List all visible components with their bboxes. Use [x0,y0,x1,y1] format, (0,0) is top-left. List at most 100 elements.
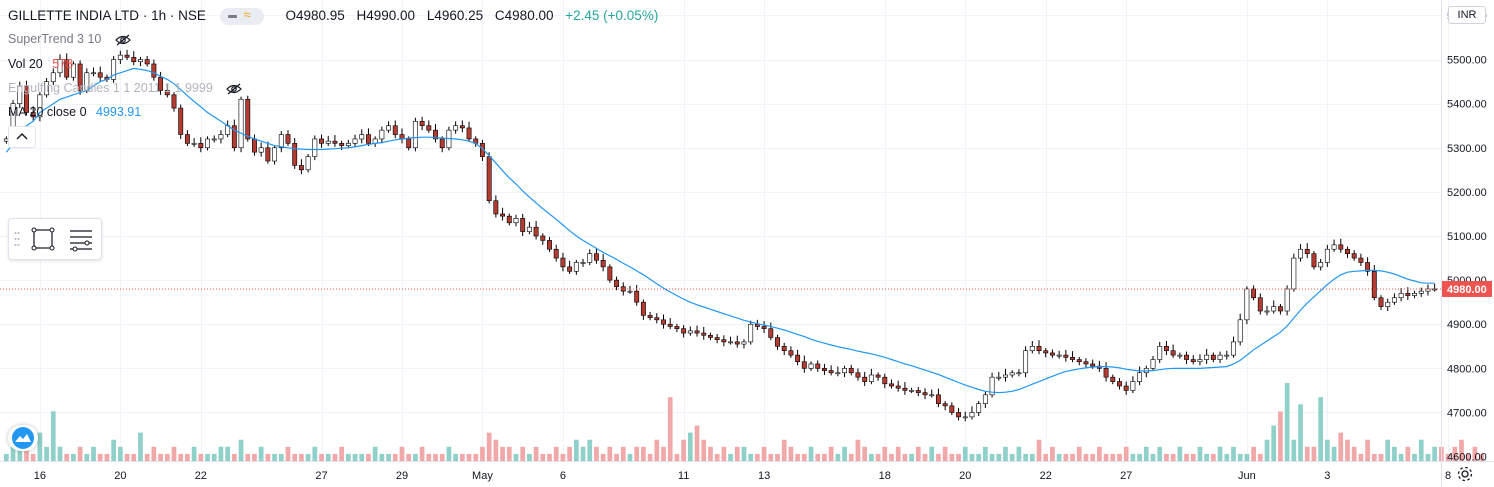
candle-body [533,226,539,237]
settings-gear-icon[interactable] [1456,465,1474,483]
candle-body [486,156,492,202]
tradingview-logo-icon[interactable] [8,425,38,451]
volume-bar [915,446,921,461]
chevron-up-icon [16,133,28,140]
eye-off-icon[interactable] [226,83,243,95]
candle-body [433,129,438,140]
candle-body [1257,297,1263,312]
candle-body [1418,290,1424,294]
candle-body [1224,354,1230,357]
candle-body [902,387,908,391]
status-pill[interactable]: ≈ [219,7,264,25]
candle-body [513,218,519,224]
candle-body [728,341,734,344]
volume-bar [627,453,633,461]
candle-body [1016,372,1022,375]
volume-bar [701,439,707,461]
candle-body [788,350,794,356]
candle-body [567,266,573,272]
candle-body [57,59,63,74]
volume-bar [1371,453,1377,461]
candle-body [392,125,398,135]
candle-body [278,134,284,149]
rectangle-tool-icon[interactable] [29,225,57,253]
time-tick-label: 11 [678,470,689,482]
volume-bar [258,446,264,461]
candle-body [151,63,157,78]
volume-bar [191,446,197,461]
price-tick-label: 4900.00 [1447,319,1487,331]
candle-body [775,337,780,347]
volume-bar [104,453,110,461]
indicator-engulfing[interactable]: Engulfing Candles 1 1 2011 1 1 9999 [8,81,243,95]
drag-handle-icon[interactable] [14,231,20,247]
volume-bar [922,453,928,461]
volume-bar [205,453,210,461]
collapse-legend-button[interactable] [8,126,36,148]
candle-body [1304,248,1310,254]
indicator-volume[interactable]: Vol 20 578 [8,57,73,71]
indicator-ma[interactable]: MA 20 close 0 4993.91 [8,105,141,119]
candle-body [640,301,646,316]
drawing-toolbox[interactable] [8,218,102,260]
indicator-value: 4993.91 [96,105,142,119]
volume-bar [788,446,794,461]
candle-body [506,215,512,224]
volume-bar [84,453,90,461]
volume-bar [1284,383,1290,461]
volume-bar [1029,453,1035,461]
volume-bar [312,446,318,461]
candle-body [245,98,251,140]
candle-body [848,368,854,374]
candle-body [1157,346,1163,360]
eye-off-icon[interactable] [114,34,131,46]
candle-body [647,315,653,318]
time-tick-label: 20 [959,470,971,482]
interval-label[interactable]: 1h [151,8,167,24]
volume-bar [433,453,438,461]
symbol-name[interactable]: GILLETTE INDIA LTD [8,8,140,24]
header-separator: · [169,8,175,24]
volume-bar [359,453,365,461]
volume-bar [1351,446,1357,461]
candle-body [989,376,995,396]
volume-bar [734,446,740,461]
volume-bar [480,446,485,461]
volume-bar [1097,446,1102,461]
volume-bar [299,453,304,461]
ohlc-change: +2.45 (+0.05%) [565,8,659,24]
indicator-supertrend[interactable]: SuperTrend 3 10 [8,32,131,46]
candle-body [1003,374,1008,378]
currency-badge[interactable]: INR [1448,6,1486,24]
lines-tool-icon[interactable] [67,225,95,253]
candle-body [634,290,640,303]
candle-body [211,138,217,141]
candle-body [614,279,620,288]
volume-bar [292,453,298,461]
time-tick-label: 6 [560,470,566,482]
volume-bar [453,453,458,461]
time-tick-label: Jun [1238,470,1256,482]
volume-bar [493,439,499,461]
volume-bar [1170,453,1176,461]
chart-header: GILLETTE INDIA LTD · 1h · NSE ≈ O4980.95… [8,7,659,25]
volume-bar [1117,453,1122,461]
candle-body [1210,354,1216,360]
time-tick-label: 3 [1324,470,1330,482]
volume-bar [654,439,660,461]
candle-body [721,339,727,343]
candle-body [1063,354,1069,358]
volume-bar [1412,453,1417,461]
candle-body [962,416,968,419]
candle-body [1324,248,1330,263]
candle-body [238,98,244,149]
volume-bar [366,453,371,461]
indicator-label: Vol 20 [8,57,43,71]
volume-bar [97,453,103,461]
volume-bar [567,446,572,461]
candle-body [748,323,754,343]
candle-body [459,125,465,129]
candle-body [1076,359,1082,363]
time-tick-label: 20 [114,470,126,482]
